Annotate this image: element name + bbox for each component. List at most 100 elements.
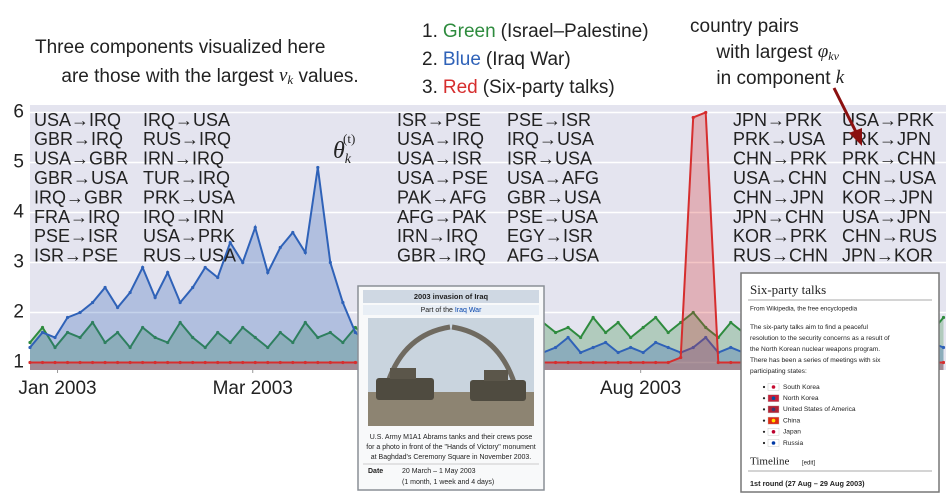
series-point [704,335,708,340]
legend-description: (Israel–Palestine) [501,21,649,42]
series-point [654,340,658,345]
country-pair: PSE→USA [507,207,598,227]
series-point [579,350,583,355]
bullet [762,441,766,445]
series-point [141,325,145,330]
series-point [328,260,332,265]
legend-entry: 2. Blue (Iraq War) [422,49,571,70]
inset-state-list: South Korea North Korea United States of A… [762,383,856,447]
country-pair: CHN→PRK [733,149,827,169]
series-point [166,340,170,345]
series-point [178,320,182,325]
series-point [216,360,220,365]
series-point [553,330,558,335]
inset-subtitle: Part of the Iraq War [421,307,482,314]
inset-state[interactable]: Japan [783,429,801,436]
series-point [654,315,658,320]
country-pair: KOR→JPN [842,187,933,207]
country-pair: GBR→USA [34,168,128,188]
country-pair: AFG→USA [507,246,599,266]
country-pair: IRN→IRQ [143,149,224,169]
series-point [278,330,282,335]
legend-number: 2. [422,49,438,70]
inset-caption: at Baghdad's Ceremony Square in November… [371,454,532,461]
legend-number: 3. [422,77,438,98]
series-point [303,360,307,365]
series-point [328,360,332,365]
country-pair: RUS→USA [143,246,236,266]
note-symbol: ν [279,65,288,86]
inset-paragraph-line: There has been a series of meetings with… [750,357,881,364]
series-point [704,325,708,330]
inset-state[interactable]: South Korea [783,384,820,391]
country-pair: USA→IRQ [397,129,484,149]
y-tick-label: 2 [13,302,24,323]
inset-state[interactable]: Russia [783,440,803,447]
series-point [28,360,32,365]
legend-description: (Iraq War) [486,49,571,70]
country-pair: EGY→ISR [507,226,593,246]
series-point [191,360,195,365]
series-point [666,360,670,365]
series-point [128,345,132,350]
series-point [253,360,257,365]
country-pair: PAK→AFG [397,187,487,207]
x-tick-label: Mar 2003 [213,378,293,399]
annotation: with largest φkv [690,41,855,67]
series-point [604,360,608,365]
series-point [729,320,733,325]
series-point [128,360,132,365]
series-point [266,270,270,275]
series-point [253,225,257,230]
series-point [341,300,345,305]
series-point [579,360,583,365]
series-point [566,325,570,330]
series-point [316,360,320,365]
inset-link[interactable]: Iraq War [455,307,482,314]
country-pair: ISR→PSE [34,246,118,266]
inset-header [363,290,539,303]
country-pair: PRK→CHN [842,149,936,169]
series-point [704,110,708,115]
flag-emblem [771,385,776,389]
series-point [291,360,295,365]
flag-emblem [771,441,776,445]
photo-tank [484,370,508,381]
country-pair: GBR→IRQ [397,246,486,266]
inset-title: 2003 invasion of Iraq [414,292,489,301]
series-point [579,335,583,340]
country-pair: PRK→USA [733,129,825,149]
inset-state[interactable]: United States of America [783,406,856,413]
six-party-inset: Six-party talks From Wikipedia, the free… [740,272,940,493]
series-point [90,300,95,305]
country-pair: IRQ→USA [143,110,230,130]
inset-state[interactable]: China [783,417,801,424]
bullet [762,408,766,411]
y-tick-label: 4 [13,202,24,223]
series-point [28,345,32,350]
country-pair: ISR→USA [507,149,592,169]
series-point [103,340,107,345]
bullet [762,385,766,389]
series-point [266,360,270,365]
arrow-head [849,128,862,146]
series-point [241,360,245,365]
country-pair: RUS→CHN [733,246,828,266]
series-point [328,330,332,335]
series-point [553,360,558,365]
y-tick-label: 6 [13,102,24,123]
country-pair: USA→IRQ [34,110,121,130]
inset-edit-link[interactable]: [edit] [802,461,815,467]
inset-heading: Timeline [750,456,789,468]
annotation: in component k [690,67,860,89]
series-point [629,345,633,350]
series-point [353,360,357,365]
legend-name: Blue [443,49,481,70]
series-point [553,345,558,350]
country-pair: USA→ISR [397,149,482,169]
inset-state[interactable]: North Korea [783,395,819,402]
annotation-symbol: φ [818,41,829,62]
country-pair: PSE→ISR [34,226,118,246]
series-point [591,360,595,365]
